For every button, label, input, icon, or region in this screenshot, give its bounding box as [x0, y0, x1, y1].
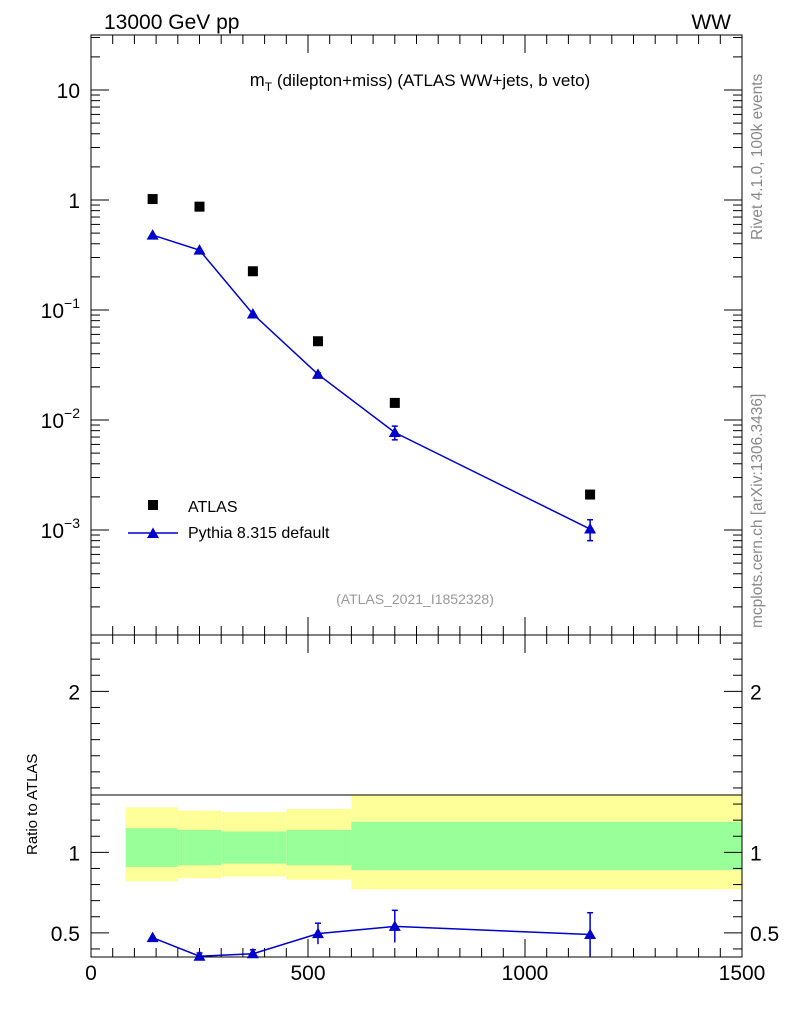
y-tick-label-base: 10: [41, 520, 64, 543]
atlas-data-point: [312, 336, 323, 347]
x-tick-label: 500: [290, 962, 325, 985]
y-tick-label-base: 1: [68, 190, 80, 213]
y-tick-label-base: 10: [41, 300, 64, 323]
ratio-y-tick-label-right: 0.5: [750, 923, 779, 946]
atlas-data-point: [247, 266, 258, 277]
mc-point: [246, 307, 259, 319]
ratio-plot-panel: 0 500 1000 1500 0.5 0.5 1 1 2 2 Ratio to ATLAS: [24, 634, 779, 985]
mc-point: [584, 523, 597, 534]
legend-atlas-marker: [148, 500, 158, 510]
plot-title-rest: (dilepton+miss) (ATLAS WW+jets, b veto): [272, 71, 590, 90]
ratio-point: [584, 928, 597, 939]
plot-title: mT (dilepton+miss) (ATLAS WW+jets, b vet…: [250, 70, 590, 94]
y-tick-label: 1: [68, 190, 80, 213]
y-tick-label-exponent: −2: [64, 405, 80, 421]
atlas-data-point: [194, 201, 205, 212]
x-tick-label: 1500: [719, 962, 766, 985]
ratio-series-line: [152, 925, 591, 957]
ratio-y-tick-label-right: 1: [750, 842, 762, 865]
uncertainty-band-inner: [286, 829, 352, 866]
ratio-y-tick-label-right: 2: [750, 681, 762, 704]
ratio-y-tick-label-left: 2: [68, 681, 80, 704]
mc-series-line: [152, 234, 591, 530]
rivet-label: Rivet 4.1.0, 100k events: [749, 73, 766, 240]
main-plot-frame: [90, 34, 743, 636]
y-tick-label-base: 10: [41, 410, 64, 433]
y-tick-label: 10−3: [41, 515, 81, 543]
ratio-point: [146, 931, 159, 943]
ratio-point: [246, 947, 259, 959]
process-label: WW: [691, 11, 731, 34]
mc-point: [146, 229, 159, 240]
uncertainty-band-inner: [351, 821, 742, 871]
ratio-point: [193, 950, 206, 961]
ratio-y-tick-label-left: 1: [68, 842, 80, 865]
plot-title-sub: T: [265, 80, 273, 94]
y-tick-label: 10−2: [41, 405, 81, 433]
ratio-point: [311, 927, 324, 939]
uncertainty-band-inner: [221, 831, 287, 864]
mc-point: [388, 426, 401, 437]
ratio-ylabel: Ratio to ATLAS: [24, 754, 41, 855]
atlas-data-point: [147, 194, 158, 205]
mc-point: [311, 368, 324, 379]
plot-title-main: m: [250, 70, 265, 90]
y-tick-label-exponent: −3: [64, 515, 80, 531]
legend-mc-marker: [147, 527, 159, 538]
atlas-data-point: [585, 489, 596, 500]
x-tick-label: 1000: [502, 962, 549, 985]
legend-mc-label: Pythia 8.315 default: [188, 525, 330, 542]
atlas-data-point: [389, 397, 400, 408]
y-tick-label: 10: [57, 80, 80, 103]
mcplots-label: mcplots.cern.ch [arXiv:1306.3436]: [749, 394, 766, 628]
y-tick-label-exponent: −1: [64, 295, 80, 311]
beam-label: 13000 GeV pp: [104, 11, 239, 34]
ratio-y-tick-label-left: 0.5: [51, 923, 80, 946]
y-tick-label: 10−1: [41, 295, 81, 323]
mc-point: [193, 244, 206, 255]
x-tick-label: 0: [85, 962, 97, 985]
y-tick-label-base: 10: [57, 80, 80, 103]
uncertainty-band-inner: [177, 829, 222, 866]
analysis-label: (ATLAS_2021_I1852328): [336, 591, 494, 607]
legend: ATLAS Pythia 8.315 default: [128, 499, 330, 542]
legend-atlas-label: ATLAS: [188, 499, 238, 516]
ratio-point: [388, 920, 401, 931]
uncertainty-band-inner: [125, 828, 178, 867]
